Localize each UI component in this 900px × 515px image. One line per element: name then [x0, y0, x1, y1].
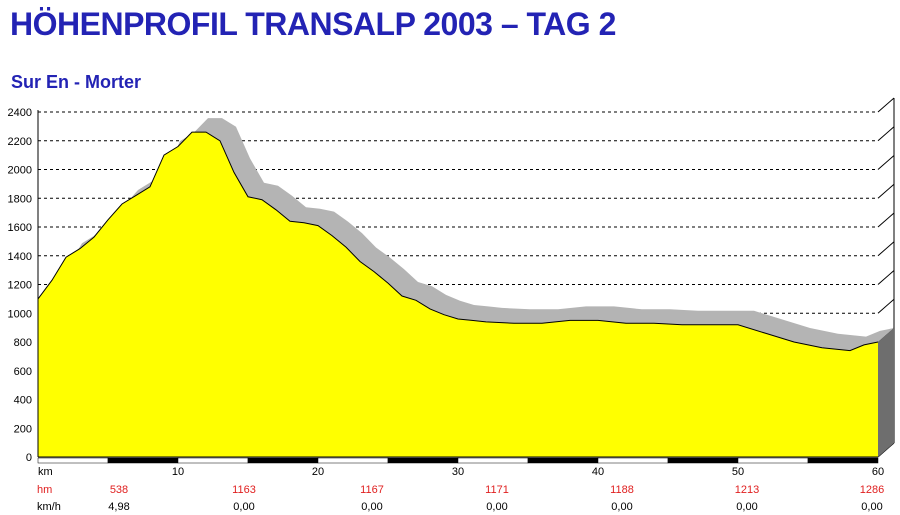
x-tick-label: 30	[452, 466, 464, 478]
x-axis-band	[737, 457, 809, 464]
gridline-depth	[877, 97, 895, 113]
gridline-depth	[877, 183, 895, 199]
gridline-depth	[877, 270, 895, 285]
y-tick-label: 0	[26, 452, 32, 464]
hm-value: 1213	[735, 484, 759, 496]
kmh-value: 0,00	[611, 501, 632, 513]
kmh-value: 0,00	[233, 501, 254, 513]
y-tick-label: 800	[14, 337, 32, 349]
y-tick-label: 2000	[8, 165, 32, 177]
kmh-value: 0,00	[361, 501, 382, 513]
y-tick-label: 1000	[8, 308, 32, 320]
gridline-depth	[877, 298, 895, 314]
kmh-value: 0,00	[486, 501, 507, 513]
hm-value: 1286	[860, 484, 884, 496]
hm-value: 1171	[485, 484, 509, 496]
page-title: HÖHENPROFIL TRANSALP 2003 – TAG 2	[10, 6, 616, 42]
x-axis-band	[527, 457, 599, 464]
x-tick-label: 40	[592, 466, 604, 478]
profile-shadow	[38, 118, 894, 351]
x-tick-label: 20	[312, 466, 324, 478]
kmh-row-label: km/h	[37, 501, 61, 513]
hm-value: 1188	[610, 484, 634, 496]
x-axis-band	[597, 457, 669, 464]
y-tick-label: 200	[14, 423, 32, 435]
profile-line	[37, 131, 879, 352]
x-axis-band	[37, 457, 109, 464]
profile-end-face	[878, 328, 894, 457]
gridline-depth	[877, 212, 895, 228]
x-tick-label: 50	[732, 466, 744, 478]
hm-value: 538	[110, 484, 128, 496]
x-tick-label: 60	[872, 466, 884, 478]
x-axis-band	[667, 457, 739, 464]
y-tick-label: 1800	[8, 193, 32, 205]
hm-value: 1163	[232, 484, 256, 496]
y-tick-label: 600	[14, 366, 32, 378]
y-tick-label: 400	[14, 395, 32, 407]
kmh-value: 4,98	[108, 501, 129, 513]
x-tick-label: 10	[172, 466, 184, 478]
hm-value: 1167	[360, 484, 384, 496]
gridline-depth	[877, 126, 895, 142]
gridline-depth	[877, 241, 895, 257]
x-axis-band	[107, 457, 179, 464]
x-axis-band	[247, 457, 319, 464]
hm-row-label: hm	[37, 484, 52, 496]
x-axis-unit-label: km	[38, 466, 53, 478]
y-tick-label: 2200	[8, 136, 32, 148]
x-axis-band	[387, 457, 459, 464]
x-axis-band	[177, 457, 249, 464]
kmh-value: 0,00	[861, 501, 882, 513]
profile-area	[38, 132, 878, 457]
kmh-value: 0,00	[736, 501, 757, 513]
x-axis-band	[317, 457, 389, 464]
y-tick-label: 1200	[8, 280, 32, 292]
chart-subtitle: Sur En - Morter	[11, 72, 142, 92]
y-tick-label: 1400	[8, 251, 32, 263]
x-axis-band	[807, 457, 879, 464]
y-tick-label: 1600	[8, 222, 32, 234]
gridline-depth	[877, 155, 895, 170]
y-tick-label: 2400	[8, 107, 32, 119]
x-axis-band	[457, 457, 529, 464]
